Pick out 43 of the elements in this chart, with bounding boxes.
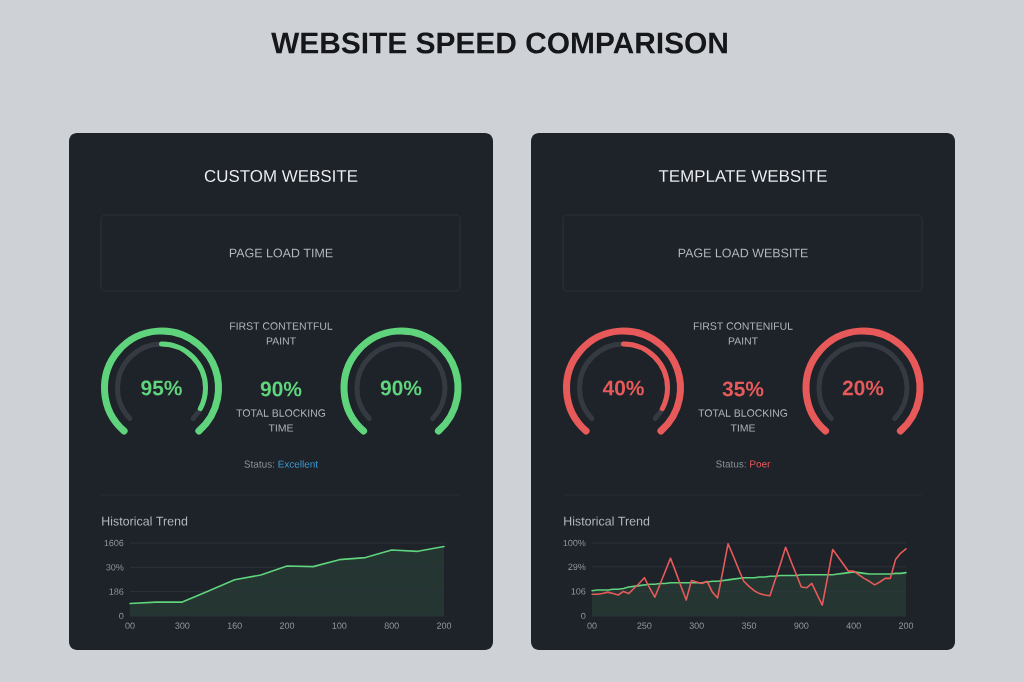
chart-title: Historical Trend [564,516,650,526]
x-tick-label: 800 [384,622,399,629]
x-tick-label: 00 [125,622,135,629]
text: TOTAL BLOCKING TIME [698,409,788,432]
text: 186 [109,588,124,595]
text: 40% [602,380,644,396]
text: 0 [119,612,124,620]
text: 1606 [104,539,124,547]
text: PAGE LOAD TIME [229,248,333,258]
text: 95% [141,380,182,396]
text: 35% [722,381,764,397]
text: 90% [260,381,302,397]
x-tick-label: 200 [279,622,295,629]
x-tick-label: 00 [587,622,597,629]
text: Status: [244,460,275,468]
x-tick-label: 300 [689,622,704,629]
x-tick-label: 300 [175,622,190,629]
x-tick-label: 100 [332,622,347,629]
text: TEMPLATE WEBSITE [658,169,827,182]
text: FIRST CONTENTFUL PAINT [230,322,333,345]
chart-title: Historical Trend [102,516,188,526]
x-tick-label: 250 [637,622,652,629]
text: 0 [581,612,586,620]
text: TOTAL BLOCKING TIME [236,409,326,432]
x-tick-label: 350 [741,622,757,629]
x-tick-label: 160 [227,622,242,629]
text: CUSTOM WEBSITE [204,169,358,182]
text: 100% [563,539,586,547]
text: 90% [380,380,422,396]
text: FIRST CONTENIFUL PAINT [693,322,793,345]
text: Status: [716,460,746,468]
text: WEBSITE SPEED COMPARISON [271,32,727,54]
text: 30% [106,564,124,571]
x-tick-label: 900 [794,622,809,629]
text: 20% [842,380,884,396]
x-tick-label: 200 [436,622,452,629]
text: PAGE LOAD WEBSITE [678,248,808,258]
text: Poer [750,460,771,468]
text: Excellent [278,460,319,468]
text: 106 [571,588,586,595]
x-tick-label: 200 [898,622,914,629]
x-tick-label: 400 [846,622,861,629]
text: 29% [568,563,586,571]
